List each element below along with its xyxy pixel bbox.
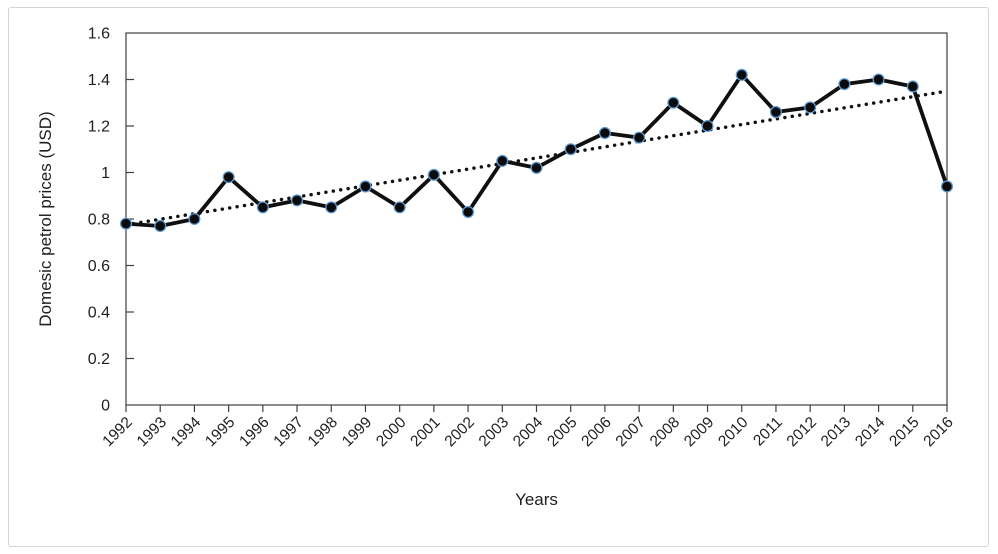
data-point-2006 <box>598 126 611 140</box>
data-point-1993 <box>154 219 167 233</box>
x-tick-label-2004: 2004 <box>510 414 547 451</box>
data-point-2015 <box>906 80 919 93</box>
x-tick-label-2015: 2015 <box>886 414 922 450</box>
y-tick-label: 1.6 <box>88 26 110 43</box>
x-tick-label-1998: 1998 <box>305 414 341 450</box>
x-tick-label-2013: 2013 <box>818 414 854 450</box>
data-point-2009 <box>701 119 714 133</box>
x-tick-label-2011: 2011 <box>750 414 786 450</box>
data-point-2013 <box>838 78 851 91</box>
data-point-1999 <box>359 180 372 193</box>
x-tick-label-1994: 1994 <box>168 414 205 451</box>
x-tick-label-2008: 2008 <box>647 414 683 450</box>
x-tick-label-1997: 1997 <box>270 414 306 450</box>
trendline-dotted <box>124 89 949 227</box>
data-point-2007 <box>633 131 646 144</box>
x-tick-label-2005: 2005 <box>544 414 580 450</box>
x-tick-label-2007: 2007 <box>613 414 649 450</box>
data-point-1992 <box>119 217 133 230</box>
data-point-1994 <box>188 212 201 226</box>
data-point-2012 <box>804 101 817 114</box>
x-axis-title: Years <box>515 490 558 509</box>
price-line <box>124 72 949 228</box>
x-tick-label-1993: 1993 <box>134 414 170 450</box>
y-tick-label: 1 <box>101 165 110 182</box>
data-point-2016 <box>940 180 954 193</box>
y-tick-label: 0.8 <box>88 212 110 229</box>
data-point-2002 <box>462 205 475 219</box>
x-tick-label-2010: 2010 <box>715 414 752 451</box>
x-tick-label-2009: 2009 <box>681 414 717 450</box>
x-tick-label-1995: 1995 <box>202 414 238 450</box>
x-tick-label-2012: 2012 <box>784 414 820 450</box>
data-point-2008 <box>667 96 680 109</box>
data-point-1998 <box>325 201 338 214</box>
y-tick-label: 1.4 <box>88 72 110 89</box>
data-point-2011 <box>769 106 783 119</box>
x-tick-label-1999: 1999 <box>339 414 375 450</box>
data-point-1997 <box>290 194 304 207</box>
x-tick-label-2014: 2014 <box>852 414 889 451</box>
x-tick-label-1996: 1996 <box>236 414 272 450</box>
data-point-2000 <box>393 201 406 214</box>
data-point-2001 <box>427 168 440 181</box>
y-tick-label: 0.6 <box>88 258 110 275</box>
data-point-2003 <box>496 154 509 167</box>
x-tick-label-2006: 2006 <box>578 414 614 450</box>
data-point-2010 <box>735 68 748 81</box>
plot-border <box>125 32 948 406</box>
y-tick-label: 0.2 <box>88 351 110 368</box>
x-tick-label-1992: 1992 <box>99 414 135 450</box>
x-tick-label-2001: 2001 <box>407 414 443 450</box>
data-point-2004 <box>530 161 543 174</box>
x-tick-label-2000: 2000 <box>373 414 410 451</box>
y-tick-label: 0.4 <box>88 305 110 322</box>
x-tick-label-2002: 2002 <box>442 414 478 450</box>
y-tick-label: 0 <box>101 398 110 415</box>
data-point-1995 <box>222 171 235 184</box>
data-point-2005 <box>564 143 577 156</box>
y-tick-label: 1.2 <box>88 119 110 136</box>
data-point-1996 <box>256 201 269 214</box>
data-point-2014 <box>872 73 885 86</box>
x-tick-label-2003: 2003 <box>476 414 512 450</box>
x-tick-label-2016: 2016 <box>920 414 956 450</box>
